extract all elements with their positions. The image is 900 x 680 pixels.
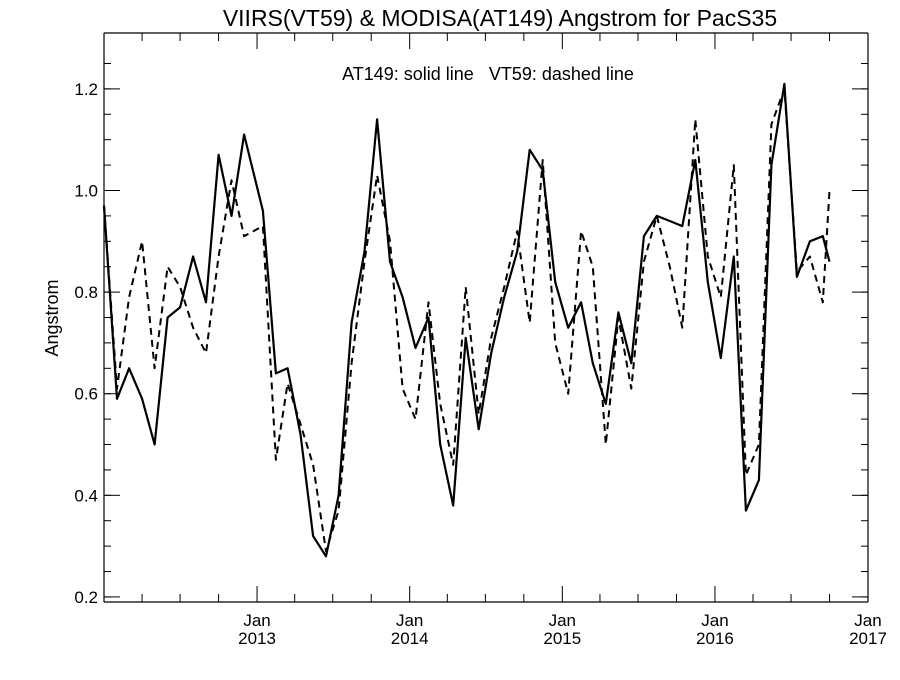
y-tick-label: 1.0 <box>74 181 98 200</box>
x-tick-month-label: Jan <box>701 611 728 630</box>
y-tick-label: 0.8 <box>74 283 98 302</box>
x-tick-month-label: Jan <box>549 611 576 630</box>
x-tick-month-label: Jan <box>243 611 270 630</box>
y-tick-label: 0.4 <box>74 486 98 505</box>
x-tick-month-label: Jan <box>396 611 423 630</box>
x-tick-year-label: 2016 <box>696 629 734 648</box>
series-annotation: AT149: solid line VT59: dashed line <box>342 64 634 84</box>
series-line-at149-solid <box>102 82 831 558</box>
y-tick-label: 1.2 <box>74 80 98 99</box>
x-tick-year-label: 2017 <box>849 629 887 648</box>
y-axis-label: Angstrom <box>42 279 62 356</box>
series-line-vt59-dashed <box>103 87 831 553</box>
series-lines <box>102 82 831 558</box>
x-tick-year-label: 2014 <box>391 629 429 648</box>
x-tick-year-label: 2015 <box>543 629 581 648</box>
chart-title: VIIRS(VT59) & MODISA(AT149) Angstrom for… <box>223 5 777 31</box>
x-tick-month-label: Jan <box>854 611 881 630</box>
y-tick-label: 0.6 <box>74 385 98 404</box>
axis-ticks: 0.20.40.60.81.01.2Jan2013Jan2014Jan2015J… <box>74 33 887 648</box>
x-tick-year-label: 2013 <box>238 629 276 648</box>
axes <box>103 32 869 603</box>
y-tick-label: 0.2 <box>74 588 98 607</box>
